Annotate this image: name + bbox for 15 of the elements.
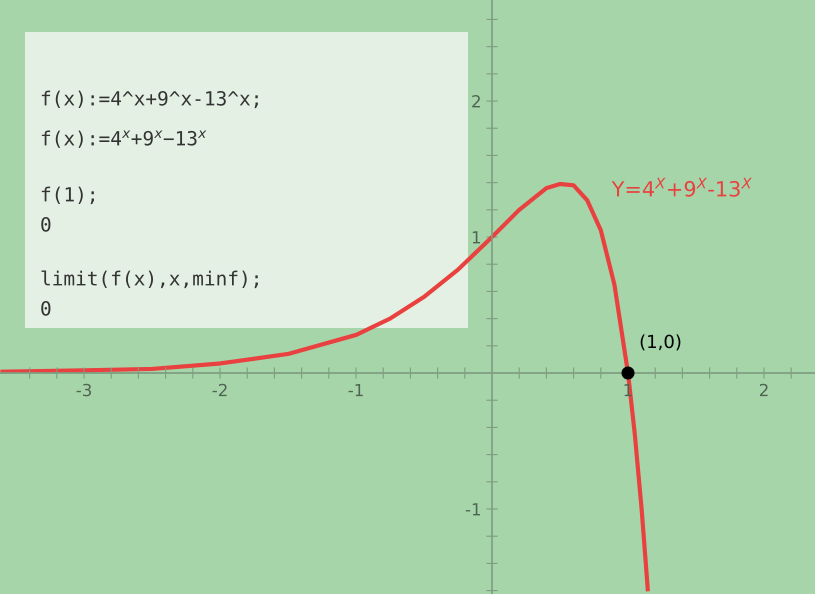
y-tick-label: -1 xyxy=(466,503,480,516)
x-tick-label: -1 xyxy=(348,384,363,396)
y-tick-label: 2 xyxy=(472,95,480,108)
annotation: 0 xyxy=(41,216,50,232)
annotation: f(x):=4$^{x}$+9$^{x}$−13$^{x}$ xyxy=(42,130,206,148)
annotation: f(1); xyxy=(42,186,94,204)
x-tick-label: -2 xyxy=(212,384,227,396)
series-label: Y=4$^{X}$+9$^{X}$-13$^{X}$ xyxy=(612,178,752,197)
x-tick-label: -3 xyxy=(76,384,92,396)
annotation: 0 xyxy=(41,300,50,316)
annotation: (1,0) xyxy=(640,334,680,350)
x-tick-label: 2 xyxy=(760,384,768,396)
annotation: limit(f(x),x,minf); xyxy=(42,270,258,288)
annotation: f(x):=4^x+9^x-13^x; xyxy=(42,90,258,108)
y-tick-label: 1 xyxy=(472,231,480,244)
